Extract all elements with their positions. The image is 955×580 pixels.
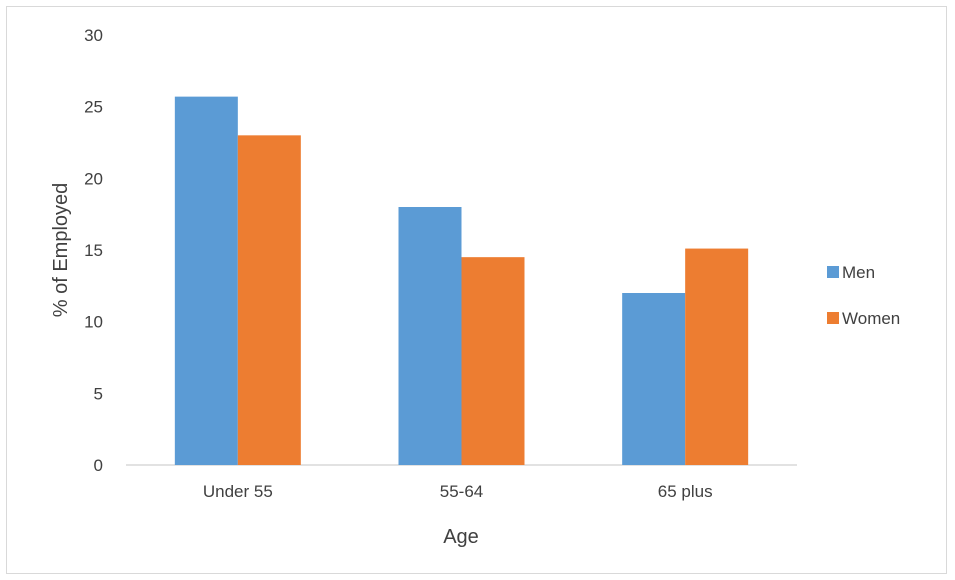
y-tick-label: 0: [94, 456, 103, 475]
bar-women-0: [237, 135, 301, 466]
legend: Men Women: [827, 263, 900, 328]
bar-men-1: [398, 207, 462, 465]
bars: [174, 96, 749, 466]
bar-women-1: [461, 257, 525, 465]
legend-swatch-men: [827, 266, 839, 278]
x-axis-title: Age: [443, 526, 479, 548]
y-tick-label: 25: [84, 98, 103, 117]
x-tick-label: 55-64: [440, 482, 483, 501]
legend-label-men: Men: [842, 263, 875, 282]
y-axis-title: % of Employed: [50, 183, 72, 318]
y-axis-ticks: 0 5 10 15 20 25 30: [84, 26, 103, 475]
y-tick-label: 15: [84, 241, 103, 260]
bar-women-2: [685, 248, 749, 465]
legend-swatch-women: [827, 312, 839, 324]
x-tick-label: Under 55: [203, 482, 273, 501]
y-tick-label: 20: [84, 169, 103, 188]
y-tick-label: 10: [84, 313, 103, 332]
y-tick-label: 5: [94, 384, 103, 403]
y-tick-label: 30: [84, 26, 103, 45]
x-tick-label: 65 plus: [658, 482, 713, 501]
bar-men-0: [174, 96, 238, 465]
bar-men-2: [622, 293, 686, 465]
x-axis-ticks: Under 55 55-64 65 plus: [203, 482, 713, 501]
legend-label-women: Women: [842, 309, 900, 328]
